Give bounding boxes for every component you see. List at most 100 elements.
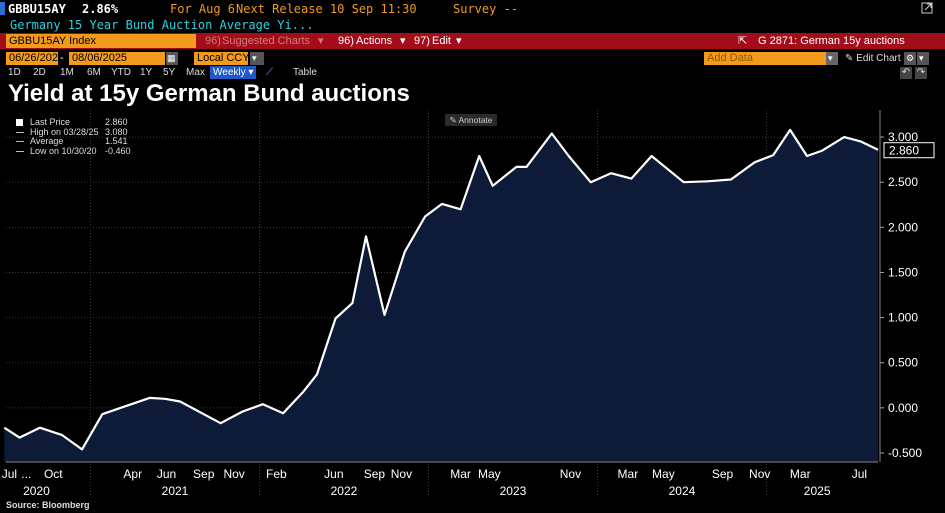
currency-caret[interactable]: ▾ xyxy=(250,52,264,65)
legend-avg-label: Average xyxy=(30,136,64,146)
legend-high: High on 03/28/25 3.080 xyxy=(16,126,128,138)
legend-last-label: Last Price xyxy=(30,117,71,127)
x-month-label: Nov xyxy=(391,467,412,481)
legend-last-value: 2.860 xyxy=(105,117,128,127)
chart-title: Yield at 15y German Bund auctions xyxy=(8,80,410,107)
edit-num: 97) xyxy=(414,35,430,47)
x-month-label: Mar xyxy=(790,467,811,481)
undo-icon[interactable]: ↶ xyxy=(900,67,912,79)
add-data-input[interactable]: Add Data xyxy=(704,52,826,65)
actions-menu[interactable]: Actions xyxy=(356,35,393,47)
survey: Survey -- xyxy=(453,2,519,16)
ticker-header: GBBU15AY 2.86% For Aug 6 Next Release 10… xyxy=(0,0,945,17)
export-icon[interactable]: ⇱ xyxy=(738,35,748,47)
x-year-label: 2025 xyxy=(804,484,831,498)
x-month-label: Sep xyxy=(712,467,734,481)
actions-caret: ▾ xyxy=(400,35,406,47)
action-bar: GBBU15AY Index 96) Suggested Charts ▾ 96… xyxy=(0,33,945,49)
redo-icon[interactable]: ↷ xyxy=(915,67,927,79)
ticker-symbol[interactable]: GBBU15AY xyxy=(8,2,66,16)
date-end-input[interactable]: 08/06/2025 xyxy=(69,52,165,65)
period-1y[interactable]: 1Y xyxy=(140,67,153,78)
x-month-label: Nov xyxy=(560,467,581,481)
y-tick-label: 0.500 xyxy=(888,356,918,370)
source-note: Source: Bloomberg xyxy=(6,500,90,510)
x-year-label: 2024 xyxy=(669,484,696,498)
period-max[interactable]: Max xyxy=(186,67,205,78)
x-month-label: Mar xyxy=(450,467,471,481)
edit-menu[interactable]: Edit xyxy=(432,35,451,47)
legend-low-value: -0.460 xyxy=(105,145,131,156)
x-year-label: 2020 xyxy=(23,484,50,498)
date-start-input[interactable]: 06/26/2020 xyxy=(6,52,64,65)
legend-dash xyxy=(16,141,24,142)
actions-num: 96) xyxy=(338,35,354,47)
chart-legend: Last Price 2.860 High on 03/28/25 3.080 … xyxy=(16,117,131,156)
popout-icon[interactable] xyxy=(0,0,945,17)
legend-avg-value: 1.541 xyxy=(105,136,128,146)
last-value-label: 2.860 xyxy=(889,144,919,158)
edit-chart-label: Edit Chart xyxy=(856,53,901,64)
legend-swatch xyxy=(16,119,23,126)
legend-dash xyxy=(16,150,24,152)
x-month-label: Jul xyxy=(2,467,17,481)
x-month-label: Apr xyxy=(123,467,142,481)
legend-last-price: Last Price 2.860 xyxy=(16,117,128,128)
x-month-label: Jul xyxy=(852,467,867,481)
y-tick-label: 1.000 xyxy=(888,311,918,325)
x-month-label: May xyxy=(652,467,675,481)
legend-dash xyxy=(16,131,24,133)
period-1d[interactable]: 1D xyxy=(8,67,21,78)
edit-caret: ▾ xyxy=(456,35,462,47)
frequency-select[interactable]: Weekly ▾ xyxy=(210,66,257,79)
x-month-label: Nov xyxy=(223,467,244,481)
period-ytd[interactable]: YTD xyxy=(111,67,131,78)
suggested-charts-num: 96) xyxy=(205,35,221,47)
suggested-charts-caret: ▾ xyxy=(318,35,324,47)
settings-caret[interactable]: ▾ xyxy=(917,52,929,65)
x-year-label: 2021 xyxy=(162,484,189,498)
frequency-label: Weekly xyxy=(213,67,246,78)
chart-id: G 2871: German 15y auctions xyxy=(758,35,905,47)
annotate-button[interactable]: ✎ Annotate xyxy=(445,114,497,126)
line-chart-icon[interactable]: ⟋ xyxy=(266,67,273,78)
y-tick-label: 1.500 xyxy=(888,265,918,279)
x-month-label: Sep xyxy=(364,467,386,481)
add-data-caret[interactable]: ▾ xyxy=(826,52,838,65)
ticker-marker xyxy=(0,2,5,15)
legend-low-label: Low on 10/30/20 xyxy=(30,145,97,156)
period-2d[interactable]: 2D xyxy=(33,67,46,78)
index-label[interactable]: GBBU15AY Index xyxy=(6,34,196,48)
y-tick-label: 0.000 xyxy=(888,401,918,415)
x-month-label: May xyxy=(478,467,501,481)
next-release: Next Release 10 Sep 11:30 xyxy=(236,2,417,16)
suggested-charts-button[interactable]: Suggested Charts xyxy=(222,35,311,47)
currency-select[interactable]: Local CCY xyxy=(194,52,250,65)
legend-high-value: 3.080 xyxy=(105,126,128,137)
security-description: Germany 15 Year Bund Auction Average Yi.… xyxy=(0,17,930,33)
settings-icon[interactable]: ⚙ xyxy=(904,52,916,65)
series-area xyxy=(4,129,879,462)
x-year-label: 2023 xyxy=(500,484,527,498)
range-bar: 06/26/2020 - 08/06/2025 ▦ Local CCY ▾ Ad… xyxy=(0,51,945,66)
date-calendar-icon[interactable]: ▦ xyxy=(166,52,178,65)
x-month-label: Sep xyxy=(193,467,215,481)
legend-high-label: High on 03/28/25 xyxy=(30,126,99,137)
period-1m[interactable]: 1M xyxy=(60,67,74,78)
x-month-label: ... xyxy=(21,467,31,481)
x-month-label: Nov xyxy=(749,467,770,481)
ticker-price: 2.86% xyxy=(82,2,119,16)
y-tick-label: 2.500 xyxy=(888,175,918,189)
x-month-label: Jun xyxy=(157,467,176,481)
table-button[interactable]: Table xyxy=(293,67,317,78)
date-separator: - xyxy=(60,52,64,64)
x-month-label: Jun xyxy=(324,467,343,481)
period-5y[interactable]: 5Y xyxy=(163,67,176,78)
period-6m[interactable]: 6M xyxy=(87,67,101,78)
y-tick-label: 3.000 xyxy=(888,130,918,144)
series-line xyxy=(3,128,879,451)
legend-average: Average 1.541 xyxy=(16,136,128,147)
edit-chart-button[interactable]: ✎ Edit Chart xyxy=(845,53,901,64)
y-tick-label: 2.000 xyxy=(888,220,918,234)
